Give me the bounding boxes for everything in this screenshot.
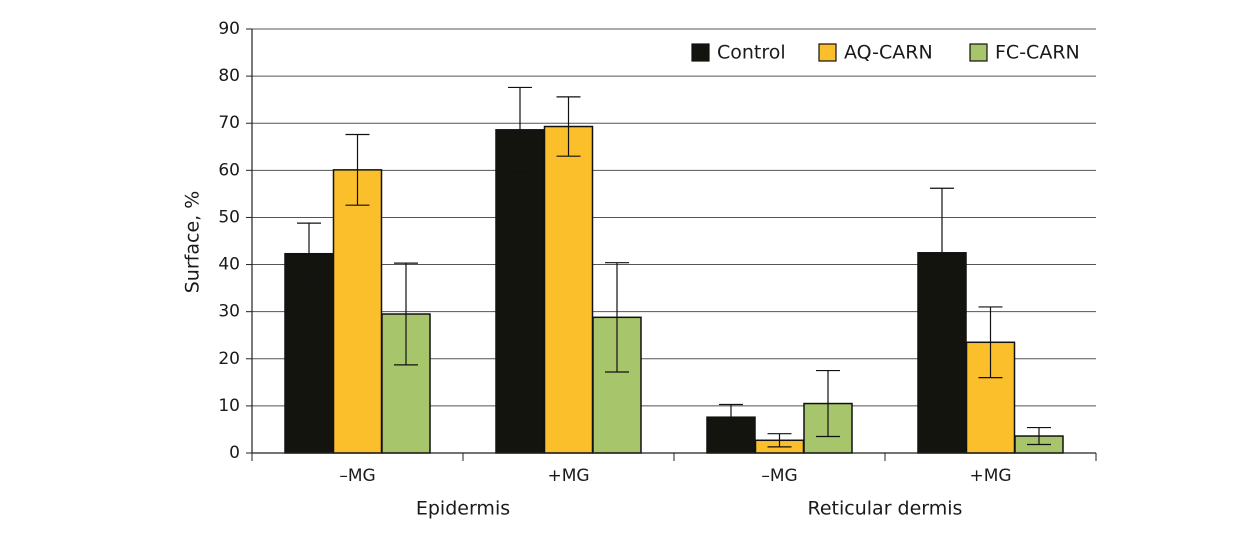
y-tick-label: 50	[218, 207, 240, 227]
y-tick-label: 20	[218, 349, 240, 369]
y-tick-label: 10	[218, 396, 240, 416]
x-tick-label: +MG	[547, 466, 589, 486]
y-tick-label: 80	[218, 66, 240, 86]
legend-label: AQ-CARN	[844, 42, 933, 64]
y-tick-label: 60	[218, 160, 240, 180]
y-tick-label: 90	[218, 19, 240, 39]
x-tick-label: +MG	[969, 466, 1011, 486]
bar	[495, 129, 545, 454]
legend-swatch	[691, 43, 710, 62]
bar	[332, 169, 383, 454]
y-tick-label: 70	[218, 113, 240, 133]
legend: Control AQ-CARN FC-CARN	[691, 42, 1080, 64]
legend-label: Control	[717, 42, 786, 64]
legend-label: FC-CARN	[995, 42, 1080, 64]
axes: 0 10 20 30 40 50 60 70 80 90 –MG +MG –MG +MG Epidermis…	[218, 19, 1097, 520]
x-group-label: Epidermis	[416, 498, 510, 520]
bar	[543, 125, 594, 454]
legend-swatch	[969, 43, 988, 62]
x-tick-label: –MG	[339, 466, 375, 486]
y-tick-label: 40	[218, 255, 240, 275]
x-group-label: Reticular dermis	[808, 498, 963, 520]
y-tick-label: 30	[218, 302, 240, 322]
y-tick-label: 0	[229, 443, 240, 463]
bars	[284, 86, 1064, 454]
x-tick-label: –MG	[761, 466, 797, 486]
legend-swatch	[818, 43, 837, 62]
y-axis-title: Surface, %	[182, 191, 204, 294]
